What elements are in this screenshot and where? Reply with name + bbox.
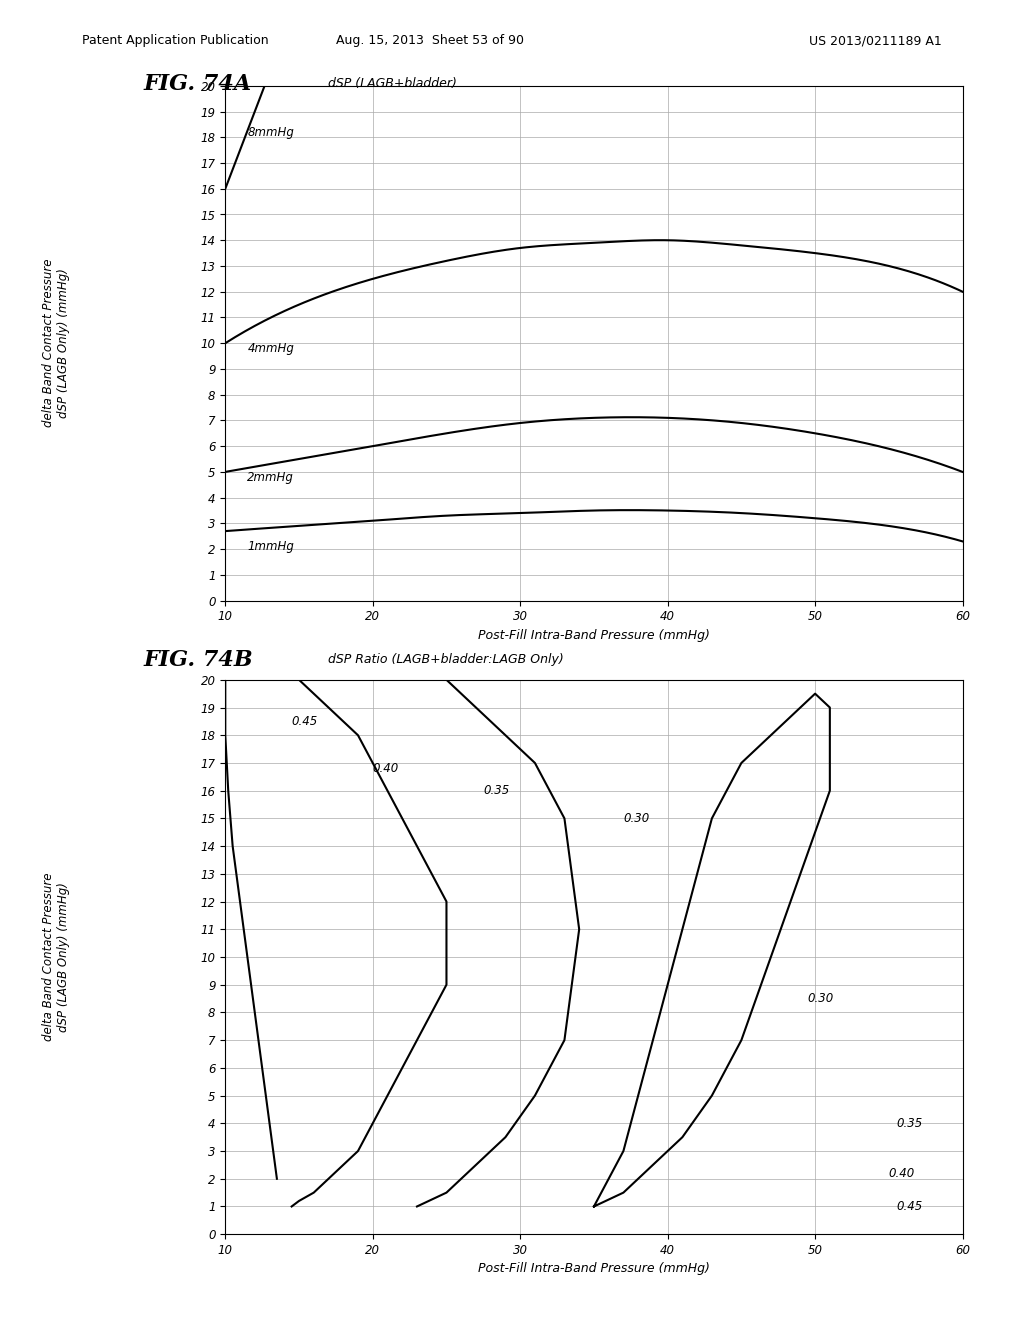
Text: 0.35: 0.35 — [483, 784, 510, 797]
Text: 0.45: 0.45 — [896, 1200, 923, 1213]
Text: 0.30: 0.30 — [808, 993, 834, 1005]
Text: FIG. 74A: FIG. 74A — [143, 73, 252, 95]
Text: 8mmHg: 8mmHg — [248, 125, 294, 139]
Text: 4mmHg: 4mmHg — [248, 342, 294, 355]
Text: delta Band Contact Pressure
dSP (LAGB Only) (mmHg): delta Band Contact Pressure dSP (LAGB On… — [42, 259, 71, 428]
Text: 2mmHg: 2mmHg — [248, 470, 294, 483]
Text: 0.30: 0.30 — [624, 812, 649, 825]
Text: US 2013/0211189 A1: US 2013/0211189 A1 — [809, 34, 942, 48]
Text: dSP (LAGB+bladder): dSP (LAGB+bladder) — [328, 77, 457, 90]
Text: dSP Ratio (LAGB+bladder:LAGB Only): dSP Ratio (LAGB+bladder:LAGB Only) — [328, 653, 563, 667]
Text: delta Band Contact Pressure
dSP (LAGB Only) (mmHg): delta Band Contact Pressure dSP (LAGB On… — [42, 873, 71, 1041]
Text: 1mmHg: 1mmHg — [248, 540, 294, 553]
Text: 0.40: 0.40 — [889, 1167, 915, 1180]
Text: 0.40: 0.40 — [373, 762, 399, 775]
Text: Aug. 15, 2013  Sheet 53 of 90: Aug. 15, 2013 Sheet 53 of 90 — [336, 34, 524, 48]
X-axis label: Post-Fill Intra-Band Pressure (mmHg): Post-Fill Intra-Band Pressure (mmHg) — [478, 628, 710, 642]
Text: Patent Application Publication: Patent Application Publication — [82, 34, 268, 48]
Text: 0.45: 0.45 — [292, 715, 317, 727]
Text: FIG. 74B: FIG. 74B — [143, 649, 253, 672]
X-axis label: Post-Fill Intra-Band Pressure (mmHg): Post-Fill Intra-Band Pressure (mmHg) — [478, 1262, 710, 1275]
Text: 0.35: 0.35 — [896, 1117, 923, 1130]
